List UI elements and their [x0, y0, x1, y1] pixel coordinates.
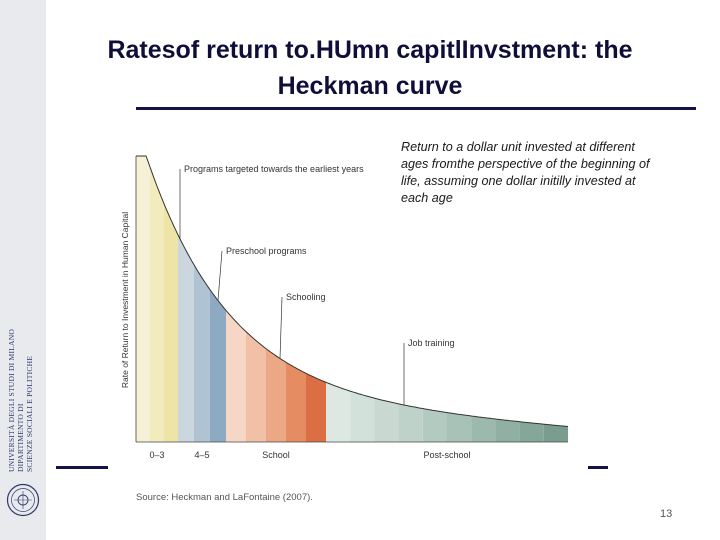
footer-rule-left	[56, 466, 108, 469]
chart-band-School-5	[306, 373, 326, 442]
footer-rule-right	[588, 466, 608, 469]
annotation-label: Programs targeted towards the earliest y…	[184, 164, 364, 174]
annotation-pointer	[217, 250, 223, 301]
chart-band-School-1	[226, 310, 246, 442]
x-group-label: Post-school	[423, 450, 470, 460]
chart-band-45-3	[210, 289, 226, 442]
chart-band-03-1	[136, 156, 150, 442]
sidebar-line-3: SCIENZE SOCIALI E POLITICHE	[25, 355, 34, 472]
chart-band-Postschool-10	[543, 424, 568, 442]
slide-title: Ratesof return to.HUmn capitlInvstment: …	[70, 32, 670, 104]
chart-band-Postschool-6	[447, 412, 472, 442]
chart-band-45-1	[178, 234, 194, 442]
chart-band-Postschool-5	[422, 408, 447, 442]
chart-band-Postschool-3	[374, 398, 399, 442]
chart-band-Postschool-9	[519, 421, 544, 442]
slide-title-line-2: Heckman curve	[277, 72, 463, 100]
chart-band-School-2	[246, 331, 266, 442]
annotation-label: Preschool programs	[226, 246, 307, 256]
heckman-curve-chart: 0–3 4–5 School Post-school Rate of Return to…	[120, 155, 569, 460]
y-axis-label: Rate of Return to Investment in Human Ca…	[120, 212, 130, 388]
chart-band-Postschool-2	[350, 391, 375, 442]
university-name: UNIVERSITÀ DEGLI STUDI DI MILANO DIPARTI…	[7, 282, 34, 472]
page-number: 13	[660, 508, 673, 520]
chart-band-Postschool-8	[495, 419, 520, 442]
chart-band-School-3	[266, 348, 286, 442]
university-seal-icon	[6, 483, 40, 517]
sidebar-line-1: UNIVERSITÀ DEGLI STUDI DI MILANO	[7, 328, 16, 472]
annotation-label: Schooling	[286, 292, 326, 302]
chart-note: Return to a dollar unit invested at diff…	[401, 140, 650, 205]
slide-title-line-1: Ratesof return to.HUmn capitlInvstment: …	[107, 36, 633, 64]
x-group-label: School	[262, 450, 290, 460]
chart-source: Source: Heckman and LaFontaine (2007).	[136, 492, 313, 503]
chart-band-45-2	[194, 264, 210, 442]
annotation-label: Job training	[408, 338, 455, 348]
chart-band-03-2	[150, 167, 164, 442]
chart-band-03-3	[164, 203, 178, 442]
chart-band-Postschool-7	[471, 416, 496, 442]
return-curve	[136, 155, 569, 427]
x-group-label: 4–5	[194, 450, 209, 460]
chart-band-School-4	[286, 362, 306, 442]
sidebar-line-2: DIPARTIMENTO DI	[16, 403, 25, 472]
title-underline	[136, 107, 696, 110]
annotation-pointer	[279, 296, 283, 359]
chart-band-Postschool-4	[398, 403, 423, 442]
x-group-label: 0–3	[149, 450, 164, 460]
chart-band-Postschool-1	[326, 382, 351, 442]
university-sidebar: UNIVERSITÀ DEGLI STUDI DI MILANO DIPARTI…	[0, 0, 46, 540]
